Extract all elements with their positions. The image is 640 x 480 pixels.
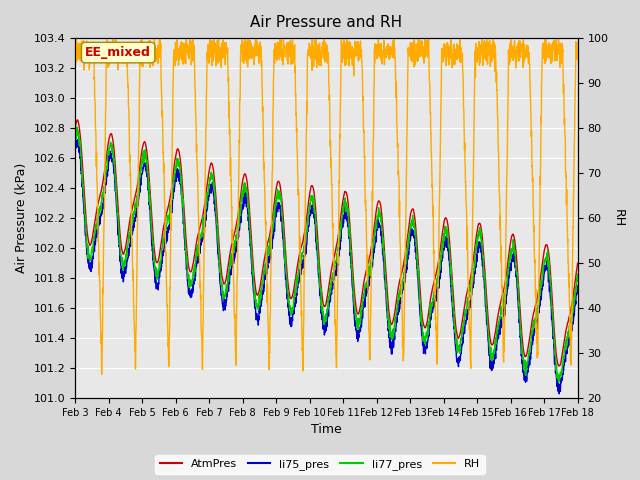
X-axis label: Time: Time <box>311 423 342 436</box>
Title: Air Pressure and RH: Air Pressure and RH <box>250 15 403 30</box>
Text: EE_mixed: EE_mixed <box>85 46 151 59</box>
Y-axis label: Air Pressure (kPa): Air Pressure (kPa) <box>15 163 28 273</box>
Legend: AtmPres, li75_pres, li77_pres, RH: AtmPres, li75_pres, li77_pres, RH <box>156 455 484 474</box>
Y-axis label: RH: RH <box>612 209 625 227</box>
